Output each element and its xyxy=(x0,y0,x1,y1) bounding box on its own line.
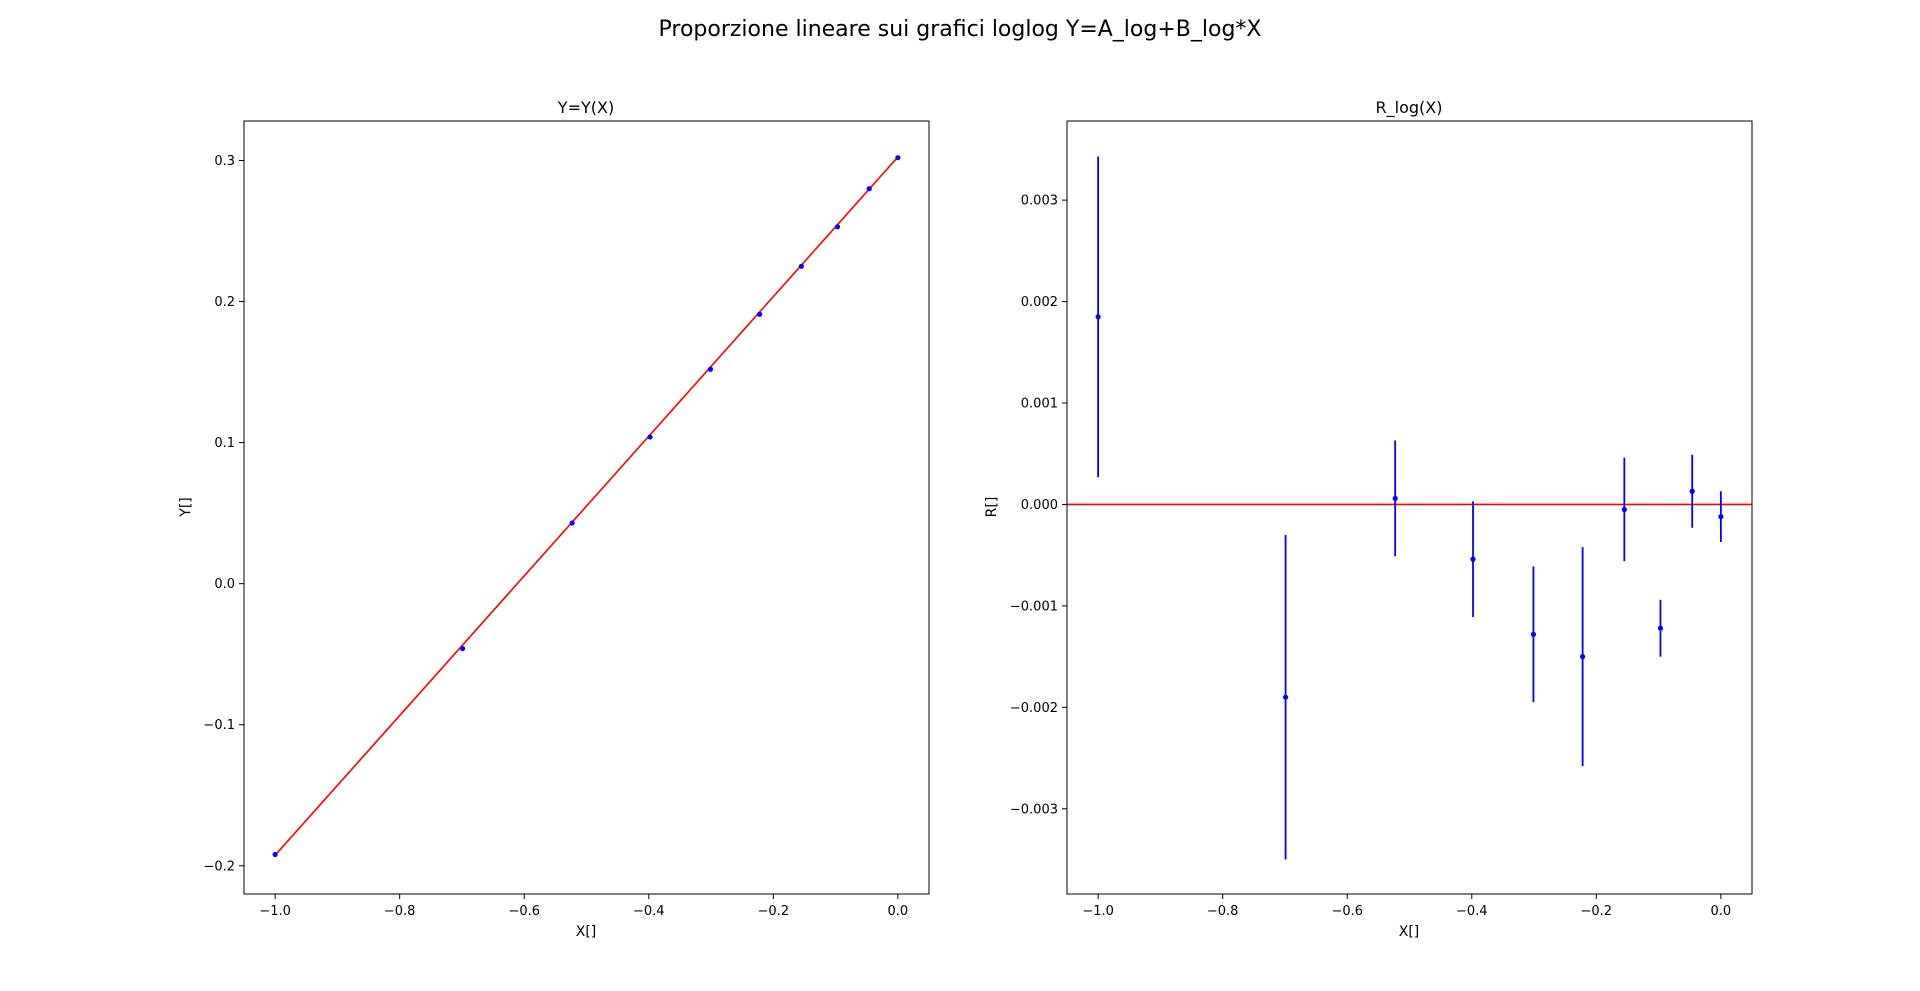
x-tick-label: −0.2 xyxy=(1581,904,1613,919)
residuals-plot-panel: R_log(X) X[] R[] −1.0 −0.8 −0.6 −0.4 −0.2 0.0… xyxy=(984,98,1753,940)
y-tick-label: −0.1 xyxy=(203,718,235,733)
data-point xyxy=(1689,488,1695,494)
y-tick-label: 0.0 xyxy=(214,577,235,592)
axes-frame xyxy=(1066,120,1753,895)
left-plot-title: Y=Y(X) xyxy=(557,98,614,117)
plot-series-group xyxy=(1067,156,1752,860)
figure-title: Proporzione lineare sui grafici loglog Y… xyxy=(659,17,1262,42)
x-tick-label: −0.8 xyxy=(1207,904,1239,919)
x-tick-label: −0.8 xyxy=(384,904,416,919)
y-tick-label: 0.1 xyxy=(214,436,235,451)
y-tick-label: 0.2 xyxy=(214,295,235,310)
y-tick-label: 0.001 xyxy=(1021,397,1058,412)
y-tick-label: 0.000 xyxy=(1021,498,1058,513)
data-point xyxy=(459,645,466,652)
x-tick-label: −0.6 xyxy=(508,904,540,919)
data-point xyxy=(1095,314,1101,320)
data-point xyxy=(1282,694,1289,700)
data-point xyxy=(757,311,763,317)
x-tick-label: −0.4 xyxy=(633,904,665,919)
y-tick-label: 0.003 xyxy=(1021,194,1058,209)
plot-series-group xyxy=(272,155,901,858)
left-plot-ylabel: Y[] xyxy=(178,497,194,517)
data-point xyxy=(1580,654,1586,660)
data-point xyxy=(647,434,653,440)
data-point xyxy=(866,186,872,192)
right-plot-ylabel: R[] xyxy=(984,497,1000,518)
data-point xyxy=(834,224,841,230)
y-tick-label: 0.002 xyxy=(1021,295,1058,310)
x-tick-label: 0.0 xyxy=(1711,904,1732,919)
x-tick-label: −1.0 xyxy=(259,904,291,919)
right-plot-xlabel: X[] xyxy=(1399,924,1420,940)
data-point xyxy=(1718,514,1724,520)
data-point xyxy=(895,155,901,161)
y-tick-label: −0.2 xyxy=(203,859,235,874)
residual-free-plot-panel: Y=Y(X) X[] Y[] −1.0 −0.8 −0.6 −0.4 −0.2 0.0 −0… xyxy=(178,98,930,940)
data-point xyxy=(1392,495,1398,501)
data-point xyxy=(272,851,278,858)
y-tick-label: 0.3 xyxy=(214,154,235,169)
axes-frame xyxy=(243,120,930,895)
y-tick-label: −0.003 xyxy=(1010,802,1058,817)
y-tick-label: −0.001 xyxy=(1010,599,1058,614)
fit-line xyxy=(274,156,899,856)
data-point xyxy=(707,366,714,372)
x-tick-label: −0.4 xyxy=(1456,904,1488,919)
data-point xyxy=(1530,631,1537,637)
x-tick-label: −1.0 xyxy=(1082,904,1114,919)
data-point xyxy=(1657,625,1664,631)
x-tick-label: −0.6 xyxy=(1331,904,1363,919)
right-plot-title: R_log(X) xyxy=(1376,98,1443,118)
data-point xyxy=(1470,556,1476,562)
data-point xyxy=(798,263,804,269)
data-point xyxy=(1621,506,1627,513)
y-tick-label: −0.002 xyxy=(1010,701,1058,716)
x-tick-label: −0.2 xyxy=(758,904,790,919)
left-plot-xlabel: X[] xyxy=(576,924,597,940)
x-tick-label: 0.0 xyxy=(888,904,909,919)
data-point xyxy=(569,520,575,526)
